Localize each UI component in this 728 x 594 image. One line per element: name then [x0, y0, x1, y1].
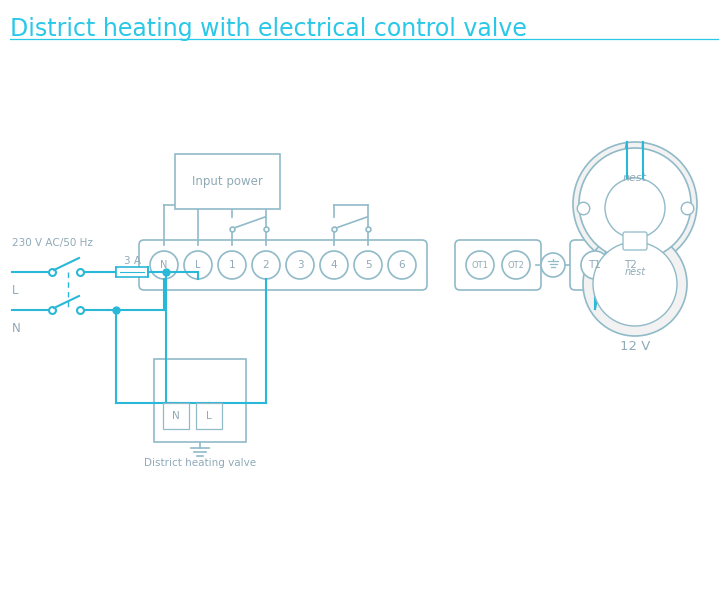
Circle shape [184, 251, 212, 279]
Text: 6: 6 [399, 260, 405, 270]
Circle shape [354, 251, 382, 279]
FancyBboxPatch shape [623, 232, 647, 250]
FancyBboxPatch shape [455, 240, 541, 290]
Text: T1: T1 [588, 260, 601, 270]
Text: 4: 4 [331, 260, 337, 270]
Circle shape [502, 251, 530, 279]
Text: nest: nest [625, 267, 646, 277]
Text: OT1: OT1 [472, 261, 488, 270]
Text: 3 A: 3 A [124, 256, 141, 266]
Text: L: L [195, 260, 201, 270]
Text: L: L [12, 284, 18, 297]
Circle shape [466, 251, 494, 279]
Text: 3: 3 [297, 260, 304, 270]
Text: District heating with electrical control valve: District heating with electrical control… [10, 17, 527, 41]
Circle shape [218, 251, 246, 279]
FancyBboxPatch shape [570, 240, 656, 290]
Circle shape [388, 251, 416, 279]
Text: N: N [160, 260, 167, 270]
Text: 5: 5 [365, 260, 371, 270]
FancyBboxPatch shape [196, 403, 222, 429]
Text: Input power: Input power [192, 175, 263, 188]
Text: N: N [172, 411, 180, 421]
FancyBboxPatch shape [163, 403, 189, 429]
Circle shape [617, 251, 645, 279]
Text: T2: T2 [625, 260, 638, 270]
Circle shape [150, 251, 178, 279]
Circle shape [573, 142, 697, 266]
FancyBboxPatch shape [116, 267, 148, 277]
Text: N: N [12, 322, 21, 335]
Circle shape [593, 242, 677, 326]
Circle shape [605, 178, 665, 238]
Text: L: L [206, 411, 212, 421]
Circle shape [583, 232, 687, 336]
Text: District heating valve: District heating valve [144, 458, 256, 468]
Circle shape [579, 148, 691, 260]
Text: 230 V AC/50 Hz: 230 V AC/50 Hz [12, 238, 93, 248]
Text: OT2: OT2 [507, 261, 524, 270]
Circle shape [320, 251, 348, 279]
Circle shape [581, 251, 609, 279]
FancyBboxPatch shape [139, 240, 427, 290]
Circle shape [252, 251, 280, 279]
Text: 2: 2 [263, 260, 269, 270]
Circle shape [541, 253, 565, 277]
Text: nest: nest [623, 173, 647, 183]
Text: 12 V: 12 V [620, 340, 650, 353]
FancyBboxPatch shape [154, 359, 246, 442]
FancyBboxPatch shape [175, 154, 280, 209]
Text: 1: 1 [229, 260, 235, 270]
Circle shape [286, 251, 314, 279]
